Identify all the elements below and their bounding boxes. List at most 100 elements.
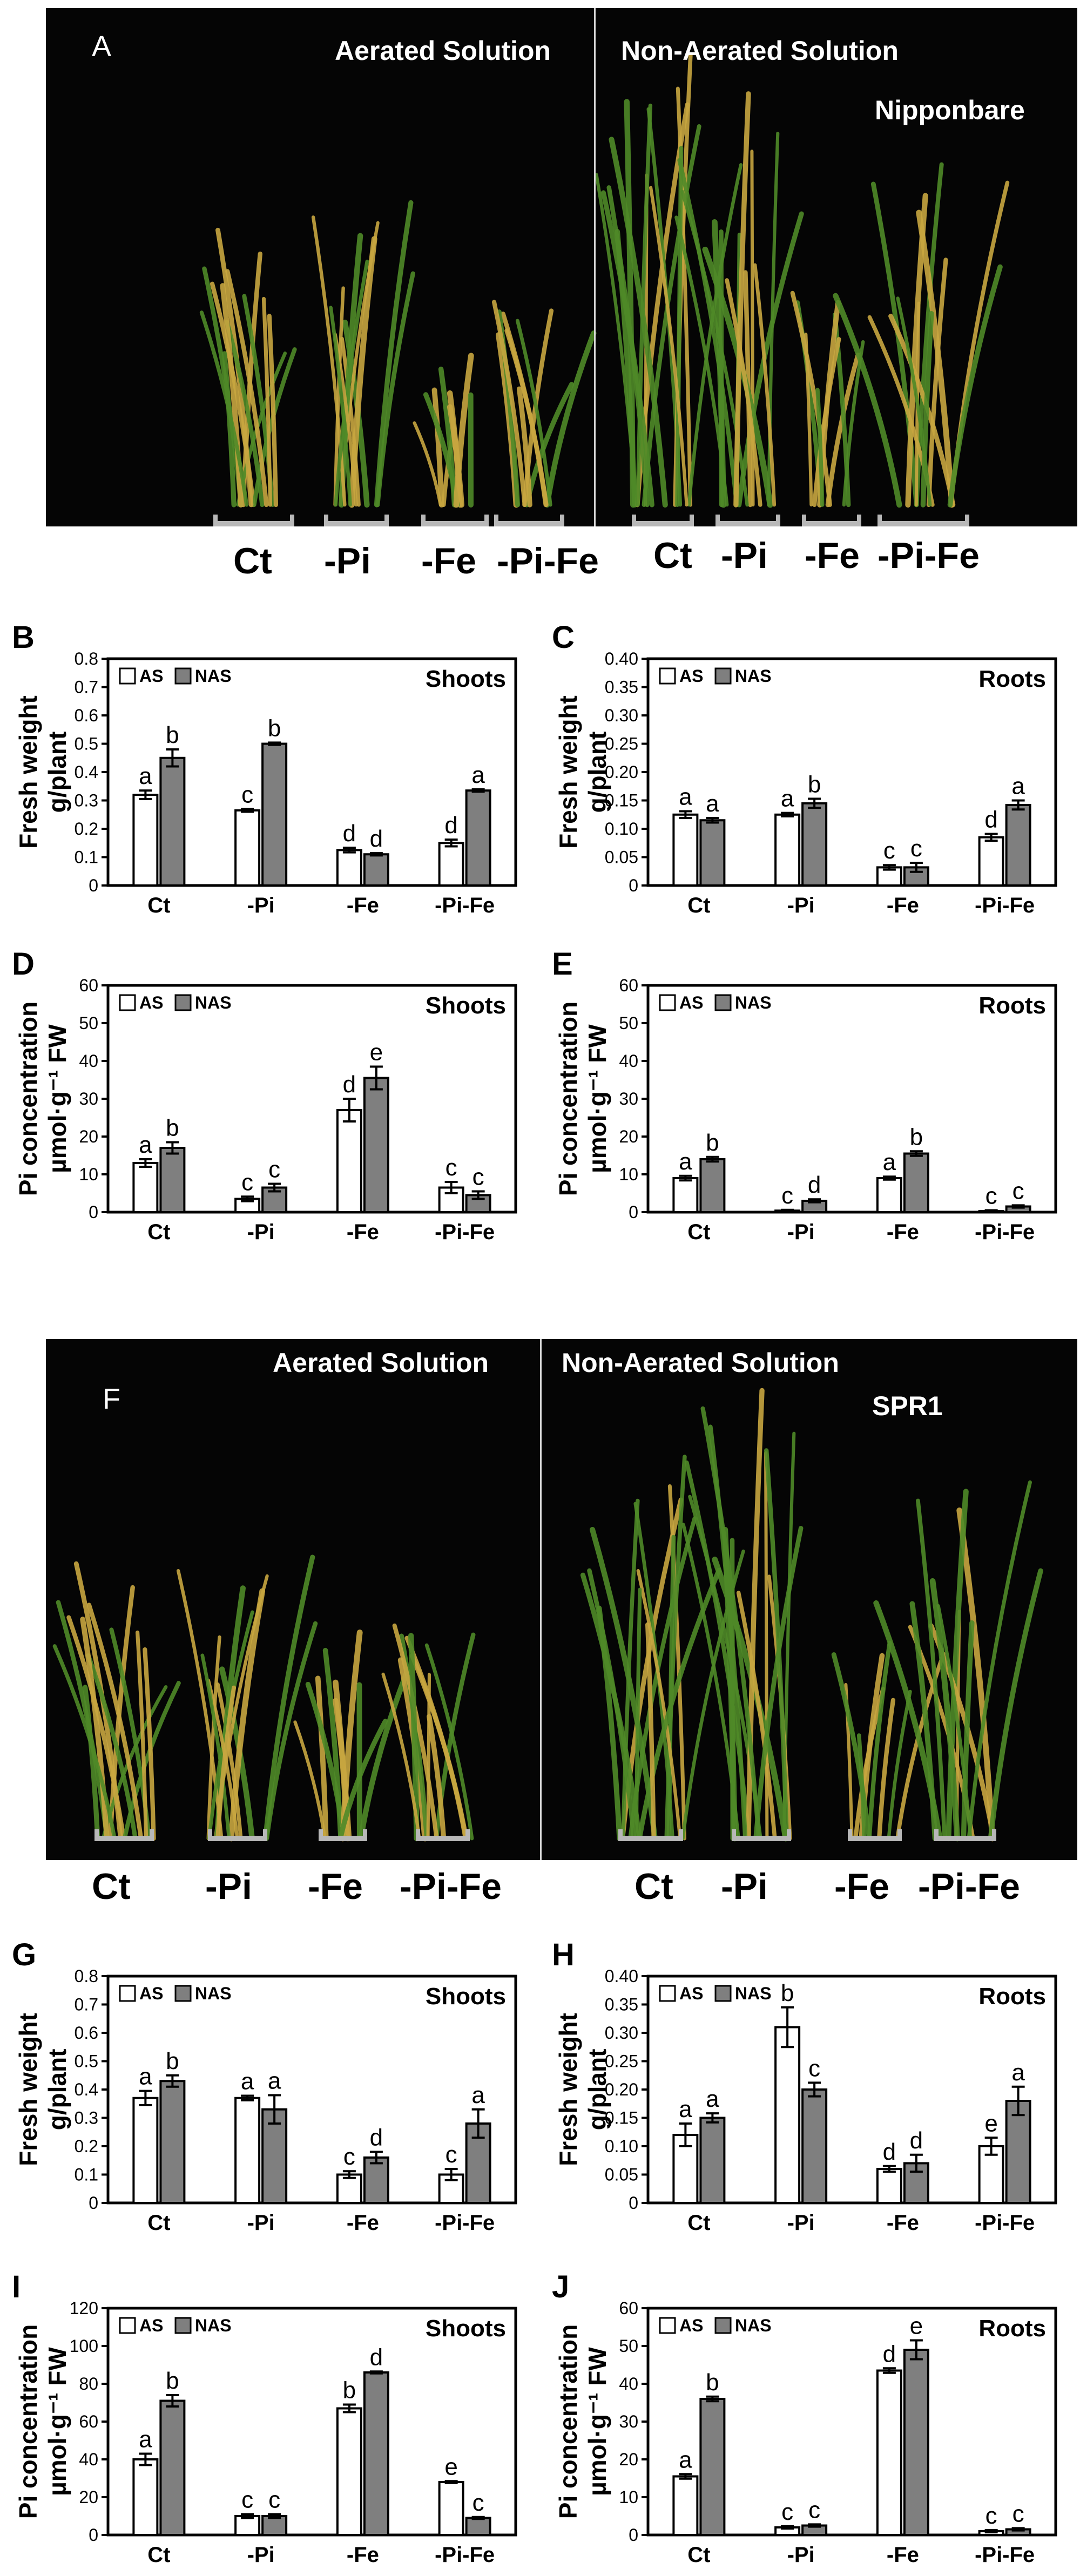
tissue-title: Roots xyxy=(978,666,1046,692)
x-tick-label: Ct xyxy=(687,2543,710,2567)
legend-label-as: AS xyxy=(679,993,703,1012)
x-tick-label: -Pi xyxy=(787,894,815,917)
significance-letter: d xyxy=(370,826,383,852)
error-bar xyxy=(268,2094,281,2125)
plant-leaf xyxy=(877,1698,896,1841)
error-bar xyxy=(1011,2085,1025,2117)
bar-nas xyxy=(699,2398,726,2536)
plant-leaf xyxy=(700,1406,761,1841)
significance-letter: d xyxy=(370,2125,383,2151)
chart-d-shoot-pi-concentration: D Pi concentration µmol·g⁻¹ FW 0 10 20 30 40 50 6… xyxy=(12,946,517,1244)
bar-as xyxy=(978,2145,1004,2204)
error-bar xyxy=(679,810,692,820)
tray-marker xyxy=(324,515,389,526)
y-tick-label: 10 xyxy=(79,1165,98,1184)
bar-as xyxy=(132,1162,159,1213)
cultivar-label: Nipponbare xyxy=(875,95,1025,125)
legend-label-nas: NAS xyxy=(735,1984,772,2003)
error-bar xyxy=(781,812,794,817)
tray-marker xyxy=(208,1829,267,1841)
error-bar xyxy=(342,1098,356,1123)
legend-swatch-as xyxy=(659,994,676,1011)
tray-marker xyxy=(732,1829,791,1841)
plant-leaf xyxy=(831,1652,872,1841)
y-tick-label: 0.3 xyxy=(75,791,98,810)
y-tick-label: 60 xyxy=(619,2298,638,2318)
y-tick-label: 0.7 xyxy=(75,1995,98,2014)
aerated-solution-label: Aerated Solution xyxy=(335,36,551,66)
plant-leaf xyxy=(916,1498,947,1841)
x-tick-label: Ct xyxy=(147,2543,170,2567)
plant-leaf xyxy=(340,1630,363,1842)
significance-letter: a xyxy=(679,1148,692,1175)
significance-letter: a xyxy=(471,762,485,788)
error-bar xyxy=(909,2153,923,2173)
significance-letter: b xyxy=(808,771,821,797)
treatment-label: -Pi xyxy=(324,540,371,582)
bar-nas xyxy=(363,2371,389,2536)
bar-as xyxy=(774,813,801,887)
tissue-title: Roots xyxy=(978,992,1046,1019)
significance-letter: c xyxy=(808,2055,820,2081)
bar-nas xyxy=(159,2399,186,2536)
y-axis-label: Pi concentration xyxy=(554,2324,582,2519)
y-axis-label: Fresh weight xyxy=(554,2013,582,2166)
significance-letter: c xyxy=(1013,1178,1024,1204)
bar-nas xyxy=(159,1147,186,1213)
plant-leaf xyxy=(222,351,237,508)
error-bar xyxy=(1011,799,1025,811)
significance-letter: c xyxy=(241,2487,253,2513)
plant-leaf xyxy=(920,311,934,508)
panel-letter: A xyxy=(92,30,112,63)
significance-letter: d xyxy=(444,812,457,839)
tissue-title: Shoots xyxy=(426,992,506,1019)
y-tick-label: 0.40 xyxy=(605,649,638,668)
bar-as xyxy=(336,2407,362,2536)
legend-swatch-as xyxy=(659,1985,676,2002)
bar-as xyxy=(132,2097,159,2204)
tray-marker xyxy=(618,1829,683,1841)
y-tick-label: 0 xyxy=(629,2525,638,2545)
plant-leaf xyxy=(764,1448,789,1841)
plant-leaf xyxy=(220,283,244,508)
bar-nas xyxy=(1005,803,1031,887)
chart-b-shoot-fresh-weight: B Fresh weight g/plant 0 0.1 0.2 0.3 0.4 0.5 0.6 0… xyxy=(12,620,517,917)
error-bar xyxy=(166,748,179,768)
treatment-label: -Fe xyxy=(834,1866,889,1907)
tray-marker xyxy=(632,515,694,526)
error-bar xyxy=(444,1181,458,1194)
treatment-label: -Pi-Fe xyxy=(878,535,980,576)
legend-label-nas: NAS xyxy=(735,2316,772,2335)
plant-leaf xyxy=(681,1523,740,1841)
significance-letter: e xyxy=(444,2453,457,2480)
plant-leaf xyxy=(967,1480,1032,1841)
error-bar xyxy=(471,2108,485,2139)
significance-letter: e xyxy=(910,2313,923,2340)
error-bar xyxy=(882,1175,896,1181)
plant-leaf xyxy=(215,1682,243,1841)
x-tick-label: Ct xyxy=(147,1220,170,1244)
bar-as xyxy=(774,2026,801,2204)
plant-leaf xyxy=(338,1719,388,1841)
legend-label-nas: NAS xyxy=(735,993,772,1012)
plant-leaf xyxy=(853,1687,886,1841)
plant-leaf xyxy=(409,1653,469,1841)
bar-nas xyxy=(363,2156,389,2204)
y-tick-label: 0.20 xyxy=(605,762,638,782)
x-tick-label: -Pi xyxy=(247,894,275,917)
y-axis-unit-label: g/plant xyxy=(43,732,71,813)
plant-leaf xyxy=(804,333,813,507)
legend-label-as: AS xyxy=(139,1984,163,2003)
significance-letter: c xyxy=(808,2497,820,2523)
bar-as xyxy=(876,1177,902,1213)
error-bar xyxy=(984,2136,998,2156)
legend-label-nas: NAS xyxy=(195,666,232,686)
significance-letter: c xyxy=(781,2499,793,2525)
legend-swatch-nas xyxy=(174,1985,192,2002)
plant-leaf xyxy=(311,215,347,507)
treatment-label: -Pi xyxy=(721,535,768,576)
plant-leaf xyxy=(896,296,932,507)
significance-letter: a xyxy=(706,790,719,817)
treatment-label: Ct xyxy=(233,540,272,582)
y-tick-label: 0.15 xyxy=(605,2108,638,2128)
